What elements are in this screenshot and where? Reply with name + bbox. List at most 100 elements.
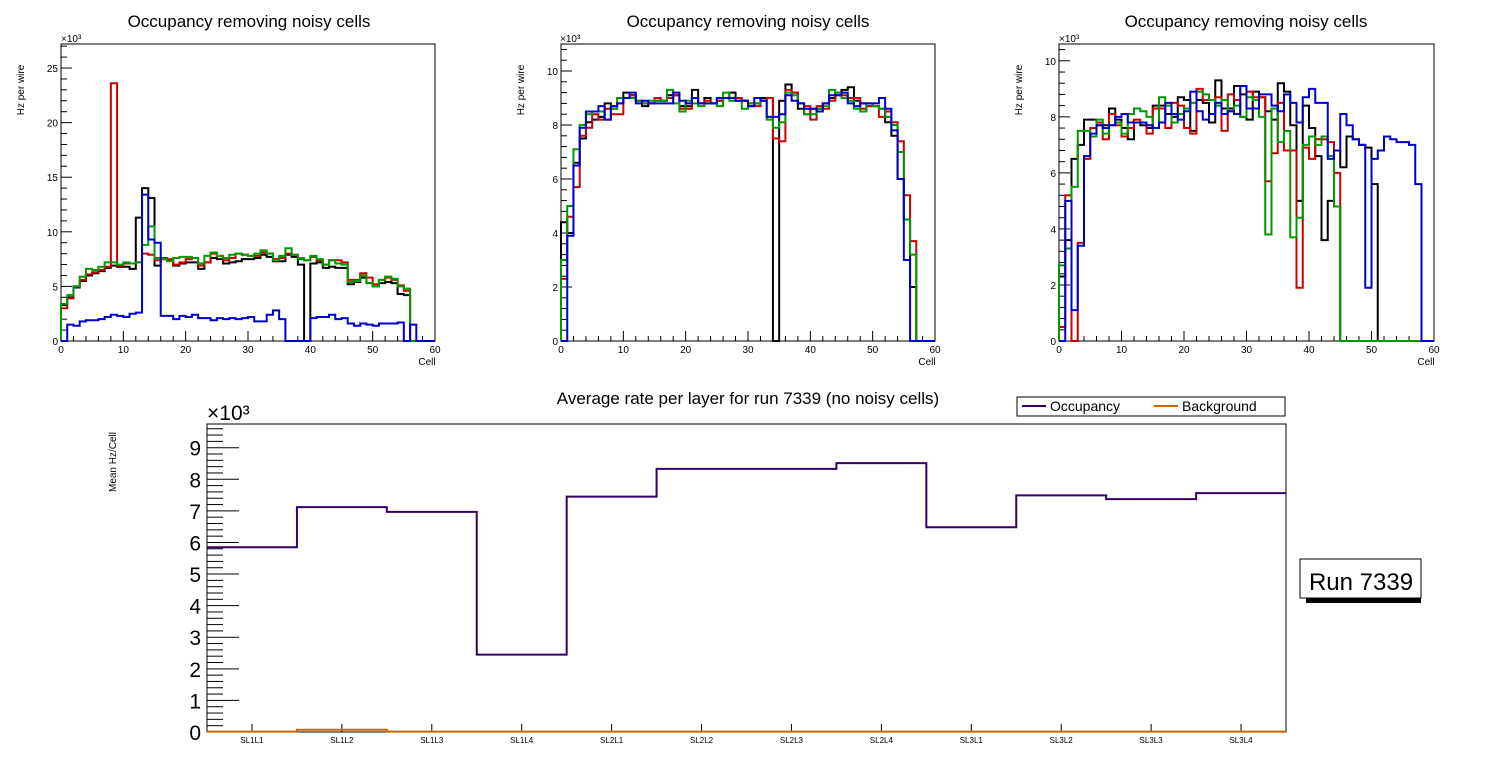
y-tick-label: 4 xyxy=(1050,225,1056,236)
series-blue xyxy=(61,193,435,342)
y-tick-label: 0 xyxy=(189,722,201,745)
series-line-green xyxy=(60,225,435,342)
y-tick-label: 10 xyxy=(47,228,59,239)
series-background xyxy=(207,728,1286,733)
x-tick-label: 20 xyxy=(680,345,692,356)
x-category-label: SL1L4 xyxy=(510,736,534,745)
y-tick-label: 3 xyxy=(189,627,201,650)
x-tick-label: 20 xyxy=(1178,345,1190,356)
y-tick-label: 5 xyxy=(52,282,58,293)
y-tick-label: 6 xyxy=(552,175,558,186)
y-tick-label: 4 xyxy=(552,229,558,240)
annotation-text: Run 7339 xyxy=(1309,569,1413,596)
x-category-label: SL3L1 xyxy=(960,736,984,745)
x-tick-label: 10 xyxy=(1116,345,1128,356)
y-tick-label: 20 xyxy=(47,119,59,130)
x-tick-label: 60 xyxy=(429,345,441,356)
series-red xyxy=(60,82,435,342)
y-tick-label: 10 xyxy=(1045,57,1057,68)
x-tick-label: 0 xyxy=(558,345,564,356)
x-tick-label: 10 xyxy=(618,345,630,356)
series-green xyxy=(60,225,435,342)
y-tick-label: 8 xyxy=(1050,113,1056,124)
histogram-panel-1: Occupancy removing noisy cells 0 5 10 15 20 25… xyxy=(16,12,441,368)
plot-frame xyxy=(560,43,936,342)
y-tick-label: 1 xyxy=(189,690,201,713)
y-tick-label: 8 xyxy=(552,121,558,132)
x-category-label: SL2L1 xyxy=(600,736,624,745)
series-line-red xyxy=(560,88,935,342)
x-tick-label: 30 xyxy=(242,345,254,356)
y-tick-label: 6 xyxy=(1050,169,1056,180)
plot-title: Average rate per layer for run 7339 (no … xyxy=(557,389,939,408)
x-category-label: SL3L2 xyxy=(1050,736,1074,745)
y-tick-label: 2 xyxy=(552,283,558,294)
series-line-black xyxy=(560,83,935,342)
series-line-blue xyxy=(561,91,935,342)
y-tick-label: 5 xyxy=(189,564,201,587)
y-tick-label: 0 xyxy=(552,337,558,348)
x-tick-label: 50 xyxy=(367,345,379,356)
series-line-background xyxy=(207,728,1286,733)
x-tick-label: 50 xyxy=(1366,345,1378,356)
series-line-blue xyxy=(1059,85,1434,342)
x-tick-label: 0 xyxy=(58,345,64,356)
annotation-shadow xyxy=(1306,598,1421,603)
y-tick-label: 0 xyxy=(52,337,58,348)
x-tick-label: 60 xyxy=(929,345,941,356)
x-category-label: SL2L2 xyxy=(690,736,714,745)
x-category-label: SL3L3 xyxy=(1140,736,1164,745)
histogram-panel-2: Occupancy removing noisy cells 0 2 4 6 8 10 0 10… xyxy=(516,12,941,368)
x-category-label: SL3L4 xyxy=(1229,736,1253,745)
y-tick-label: 4 xyxy=(189,596,201,619)
x-axis-label: Cell xyxy=(918,357,935,368)
series-black xyxy=(560,83,935,342)
y-multiplier: ×10³ xyxy=(207,402,250,425)
y-tick-label: 7 xyxy=(189,501,201,524)
y-multiplier: ×10³ xyxy=(61,34,82,45)
x-tick-label: 50 xyxy=(867,345,879,356)
x-tick-label: 40 xyxy=(805,345,817,356)
series-green xyxy=(560,88,935,342)
x-axis-label: Cell xyxy=(418,357,435,368)
x-tick-label: 30 xyxy=(742,345,754,356)
series-line-green xyxy=(560,88,935,342)
series-line-red xyxy=(60,82,435,342)
y-axis-label: Mean Hz/Cell xyxy=(108,432,119,492)
series-line-blue xyxy=(61,193,435,342)
y-tick-label: 15 xyxy=(47,173,59,184)
x-tick-label: 30 xyxy=(1241,345,1253,356)
series-red xyxy=(560,88,935,342)
y-tick-label: 0 xyxy=(1050,337,1056,348)
plot-title: Occupancy removing noisy cells xyxy=(128,12,371,31)
y-tick-label: 25 xyxy=(47,64,59,75)
plot-title: Occupancy removing noisy cells xyxy=(1125,12,1368,31)
y-tick-label: 8 xyxy=(189,469,201,492)
legend-label-background: Background xyxy=(1182,398,1257,414)
x-tick-label: 60 xyxy=(1428,345,1440,356)
y-multiplier: ×10³ xyxy=(560,34,581,45)
x-tick-label: 40 xyxy=(305,345,317,356)
series-line-occupancy xyxy=(207,462,1286,656)
series-blue xyxy=(561,91,935,342)
legend: Occupancy Background xyxy=(1016,396,1286,417)
y-tick-label: 10 xyxy=(547,67,559,78)
x-category-label: SL1L1 xyxy=(240,736,264,745)
x-tick-label: 40 xyxy=(1303,345,1315,356)
plot-title: Occupancy removing noisy cells xyxy=(627,12,870,31)
x-category-label: SL1L2 xyxy=(330,736,354,745)
series-occupancy xyxy=(207,462,1286,656)
y-axis-label: Hz per wire xyxy=(1014,64,1025,115)
x-axis-label: Cell xyxy=(1417,357,1434,368)
x-tick-label: 0 xyxy=(1056,345,1062,356)
x-category-label: SL1L3 xyxy=(420,736,444,745)
run-annotation: Run 7339 xyxy=(1299,558,1422,603)
x-category-label: SL2L3 xyxy=(780,736,804,745)
histogram-panel-3: Occupancy removing noisy cells 0 2 4 6 8 10 0 10… xyxy=(1014,12,1440,368)
x-category-label: SL2L4 xyxy=(870,736,894,745)
y-tick-label: 2 xyxy=(1050,281,1056,292)
legend-box xyxy=(1016,396,1286,417)
y-tick-label: 2 xyxy=(189,659,201,682)
y-axis-label: Hz per wire xyxy=(516,64,527,115)
plot-frame xyxy=(206,423,1287,733)
